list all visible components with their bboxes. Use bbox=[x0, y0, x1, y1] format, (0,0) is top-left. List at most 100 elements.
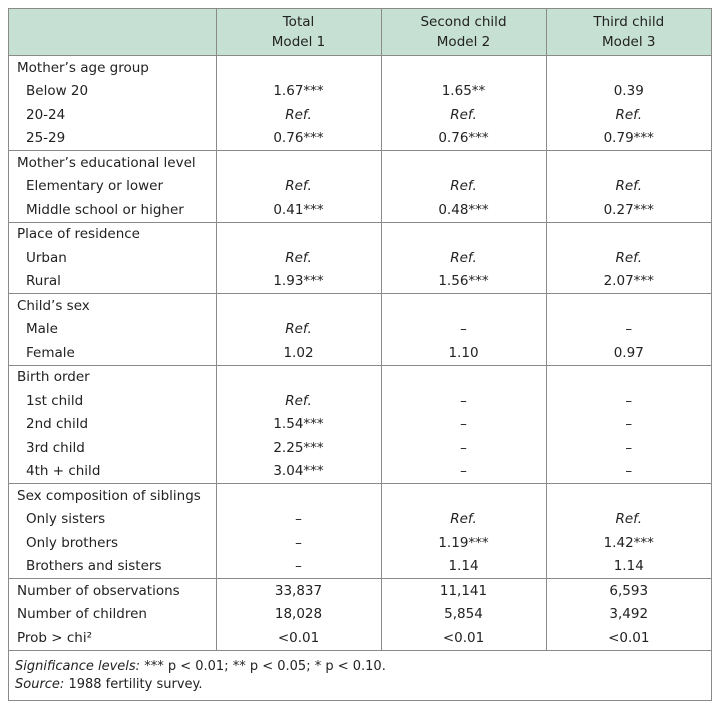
row-label: 1st child bbox=[26, 392, 84, 409]
value-cell: 1.65** bbox=[380, 79, 546, 103]
notes: Significance levels: *** p < 0.01; ** p … bbox=[9, 649, 711, 700]
section-row: Child’s sex bbox=[9, 293, 711, 318]
row-label: Only brothers bbox=[26, 534, 119, 551]
value-cell: – bbox=[215, 507, 381, 531]
header-line: Model 2 bbox=[436, 34, 491, 50]
value-cell: – bbox=[380, 459, 546, 484]
note-text: 1988 fertility survey. bbox=[68, 676, 203, 692]
note-label: Significance levels: bbox=[15, 658, 141, 674]
value-cell: Ref. bbox=[215, 103, 381, 127]
header-line: Model 1 bbox=[271, 34, 326, 50]
value-cell bbox=[545, 293, 711, 318]
value-cell: Ref. bbox=[215, 246, 381, 270]
section-title: Place of residence bbox=[9, 221, 216, 246]
note-label: Source: bbox=[15, 676, 65, 692]
value-cell bbox=[380, 293, 546, 318]
results-table: Total Model 1 Second child Model 2 Third chi… bbox=[9, 9, 711, 650]
row-label: Brothers and sisters bbox=[26, 558, 162, 575]
row-label: Below 20 bbox=[26, 83, 89, 100]
value-cell: Ref. bbox=[545, 246, 711, 270]
value-cell: 1.02 bbox=[215, 341, 381, 365]
row-label: Only sisters bbox=[26, 511, 106, 528]
value-cell: Ref. bbox=[215, 174, 381, 198]
note: Source: 1988 fertility survey. bbox=[15, 676, 705, 694]
data-row: 2nd child 1.54*** – – bbox=[9, 412, 711, 436]
value-cell: 5,854 bbox=[380, 602, 546, 626]
row-label: Female bbox=[26, 344, 75, 361]
value-cell: – bbox=[380, 412, 546, 436]
value-cell: – bbox=[545, 436, 711, 460]
section-row: Place of residence bbox=[9, 221, 711, 246]
value-cell: 11,141 bbox=[380, 578, 546, 603]
row-label: Middle school or higher bbox=[26, 201, 184, 218]
data-row: Elementary or lower Ref. Ref. Ref. bbox=[9, 174, 711, 198]
row-label: 2nd child bbox=[26, 416, 89, 433]
value-cell: 1.14 bbox=[380, 554, 546, 579]
value-cell: 0.97 bbox=[545, 341, 711, 365]
value-cell bbox=[215, 55, 381, 80]
value-cell: Ref. bbox=[380, 103, 546, 127]
value-cell: – bbox=[215, 531, 381, 555]
value-cell bbox=[545, 483, 711, 508]
section-row: Birth order bbox=[9, 364, 711, 389]
value-cell: Ref. bbox=[545, 507, 711, 531]
value-cell: Ref. bbox=[380, 174, 546, 198]
value-cell: 1.19*** bbox=[380, 531, 546, 555]
section-title: Birth order bbox=[9, 364, 216, 389]
value-cell: 3,492 bbox=[545, 602, 711, 626]
row-label: Number of children bbox=[17, 606, 147, 623]
value-cell: <0.01 bbox=[380, 626, 546, 650]
value-cell bbox=[215, 221, 381, 246]
value-cell bbox=[545, 364, 711, 389]
value-cell: 6,593 bbox=[545, 578, 711, 603]
value-cell: – bbox=[380, 389, 546, 413]
data-row: Rural 1.93*** 1.56*** 2.07*** bbox=[9, 269, 711, 294]
value-cell: Ref. bbox=[545, 174, 711, 198]
value-cell: 3.04*** bbox=[215, 459, 381, 484]
value-cell: 0.76*** bbox=[380, 126, 546, 151]
value-cell bbox=[545, 55, 711, 80]
value-cell: 0.41*** bbox=[215, 198, 381, 222]
row-label: Male bbox=[26, 321, 58, 338]
value-cell: 1.14 bbox=[545, 554, 711, 579]
value-cell bbox=[545, 221, 711, 246]
value-cell: – bbox=[545, 459, 711, 484]
row-label: Prob > chi² bbox=[17, 629, 93, 646]
value-cell: 1.67*** bbox=[215, 79, 381, 103]
value-cell: Ref. bbox=[380, 507, 546, 531]
data-row: Male Ref. – – bbox=[9, 317, 711, 341]
value-cell: 1.56*** bbox=[380, 269, 546, 294]
row-label: Elementary or lower bbox=[26, 178, 164, 195]
value-cell: 2.07*** bbox=[545, 269, 711, 294]
data-row: Below 20 1.67*** 1.65** 0.39 bbox=[9, 79, 711, 103]
section-title: Child’s sex bbox=[9, 293, 216, 318]
row-label: 4th + child bbox=[26, 463, 101, 480]
value-cell: – bbox=[380, 317, 546, 341]
header-line: Model 3 bbox=[602, 34, 656, 50]
value-cell: – bbox=[215, 554, 381, 579]
value-cell: Ref. bbox=[215, 389, 381, 413]
value-cell bbox=[215, 483, 381, 508]
value-cell: <0.01 bbox=[215, 626, 381, 650]
section-title: Sex composition of siblings bbox=[9, 483, 216, 508]
value-cell bbox=[380, 221, 546, 246]
value-cell: 33,837 bbox=[215, 578, 381, 603]
value-cell bbox=[380, 150, 546, 175]
stat-row: Number of children 18,028 5,854 3,492 bbox=[9, 602, 711, 626]
data-row: 25-29 0.76*** 0.76*** 0.79*** bbox=[9, 126, 711, 151]
value-cell: – bbox=[380, 436, 546, 460]
header-cell: Third child Model 3 bbox=[545, 9, 711, 56]
data-row: Only brothers –1.19*** 1.42*** bbox=[9, 531, 711, 555]
stat-row: Prob > chi² <0.01 <0.01 <0.01 bbox=[9, 626, 711, 650]
header-cell: Total Model 1 bbox=[215, 9, 381, 56]
value-cell bbox=[215, 364, 381, 389]
data-row: Brothers and sisters –1.14 1.14 bbox=[9, 554, 711, 579]
row-label: 3rd child bbox=[26, 439, 85, 456]
data-row: Only sisters – Ref. Ref. bbox=[9, 507, 711, 531]
data-row: Middle school or higher 0.41*** 0.48*** 0.2… bbox=[9, 198, 711, 222]
value-cell: 1.10 bbox=[380, 341, 546, 365]
value-cell: 0.79*** bbox=[545, 126, 711, 151]
row-label: Rural bbox=[26, 273, 61, 290]
value-cell bbox=[380, 55, 546, 80]
value-cell: 18,028 bbox=[215, 602, 381, 626]
